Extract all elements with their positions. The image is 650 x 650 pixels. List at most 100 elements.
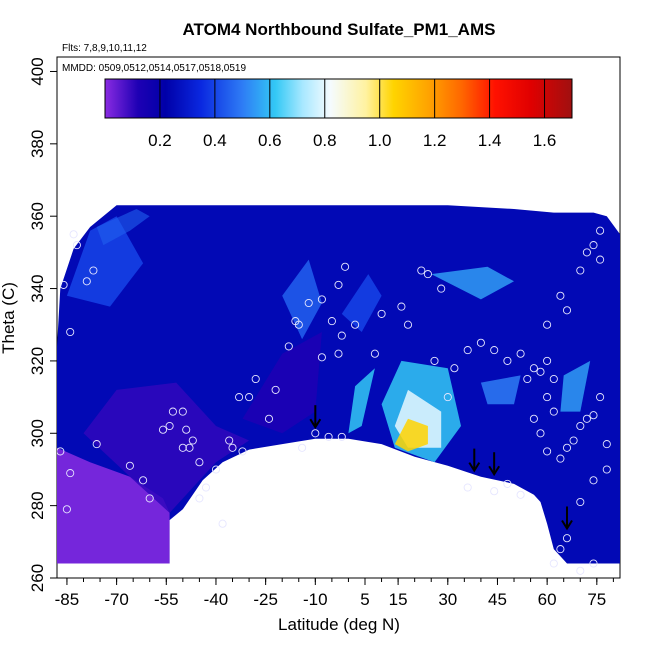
data-point xyxy=(556,454,565,463)
data-point xyxy=(264,414,274,423)
data-point xyxy=(334,280,343,289)
data-point xyxy=(195,494,204,503)
field-region xyxy=(431,266,514,300)
data-point xyxy=(476,338,485,347)
data-point xyxy=(337,331,346,340)
data-point xyxy=(69,230,78,239)
data-point xyxy=(536,429,545,438)
colorbar-tick-label: 1.2 xyxy=(423,131,447,150)
field-region xyxy=(394,418,428,452)
data-point xyxy=(543,447,552,456)
colorbar-bar xyxy=(104,78,573,119)
data-point xyxy=(490,346,499,355)
x-tick-label: -10 xyxy=(303,590,328,609)
x-tick-label: 5 xyxy=(360,590,369,609)
data-point xyxy=(589,559,598,568)
field-region xyxy=(560,360,591,412)
y-axis-label: Theta (C) xyxy=(0,282,18,354)
data-point xyxy=(516,349,525,358)
data-point xyxy=(57,447,65,456)
data-point xyxy=(582,248,591,257)
y-tick-label: 400 xyxy=(28,57,47,85)
data-point xyxy=(562,443,572,452)
data-point xyxy=(596,393,605,402)
data-point xyxy=(235,393,244,402)
field-region xyxy=(66,216,144,307)
data-point xyxy=(165,421,174,431)
data-point xyxy=(529,414,538,423)
data-point xyxy=(92,440,101,449)
data-point xyxy=(125,461,134,470)
field-texture-patch xyxy=(96,209,150,246)
data-point xyxy=(569,436,578,445)
chart-title: ATOM4 Northbound Sulfate_PM1_AMS xyxy=(183,20,496,39)
data-point xyxy=(589,476,598,485)
colorbar: 0.2 0.4 0.6 0.8 1.0 1.2 1.4 1.6 xyxy=(104,78,573,150)
data-point xyxy=(549,407,558,416)
x-tick-label: 45 xyxy=(488,590,507,609)
field-region xyxy=(57,447,170,564)
field-region xyxy=(282,259,322,340)
x-tick-label: -40 xyxy=(204,590,229,609)
arrow-head xyxy=(488,465,501,477)
data-point xyxy=(284,342,293,351)
colorbar-tick-label: 1.0 xyxy=(368,131,392,150)
data-point xyxy=(503,356,512,365)
data-point xyxy=(543,356,552,365)
data-point xyxy=(245,393,254,402)
data-point xyxy=(516,490,525,499)
data-point xyxy=(317,353,326,362)
y-tick-label: 340 xyxy=(28,274,47,302)
data-point xyxy=(596,255,605,264)
field-region xyxy=(341,274,382,332)
x-axis-label: Latitude (deg N) xyxy=(278,615,400,634)
data-point xyxy=(443,393,452,402)
data-point xyxy=(228,443,237,452)
data-point xyxy=(543,393,552,402)
y-tick-label: 320 xyxy=(28,347,47,375)
data-point xyxy=(298,443,307,452)
x-tick-label: 60 xyxy=(538,590,557,609)
data-point xyxy=(536,367,545,376)
data-point xyxy=(589,241,598,250)
measurement-points xyxy=(57,226,611,575)
field-region xyxy=(83,382,250,513)
y-tick-label: 360 xyxy=(28,202,47,230)
data-point xyxy=(66,327,75,337)
data-point xyxy=(178,407,187,416)
data-point xyxy=(195,458,204,467)
x-tick-label: 75 xyxy=(587,590,606,609)
marker-arrows xyxy=(309,405,573,531)
data-point xyxy=(430,356,439,365)
data-point xyxy=(82,277,91,286)
data-point xyxy=(62,505,71,514)
colorbar-tick-label: 0.8 xyxy=(313,131,337,150)
y-tick-label: 380 xyxy=(28,130,47,158)
arrow-head xyxy=(309,418,322,430)
data-point xyxy=(423,270,432,279)
data-point xyxy=(556,291,565,300)
data-point xyxy=(377,309,386,318)
data-point xyxy=(596,226,605,235)
data-point xyxy=(463,346,472,355)
x-tick-label: -25 xyxy=(253,590,278,609)
data-point xyxy=(602,465,611,474)
data-point xyxy=(225,436,234,445)
field-stripe-texture xyxy=(96,209,150,246)
data-point xyxy=(334,349,343,358)
colorbar-tick-label: 0.6 xyxy=(258,131,282,150)
data-point xyxy=(271,385,280,394)
data-point xyxy=(185,443,194,452)
data-point xyxy=(529,364,538,373)
data-point xyxy=(576,421,585,431)
data-point xyxy=(304,298,313,308)
data-point xyxy=(66,469,75,478)
data-point xyxy=(351,320,360,329)
data-point xyxy=(168,407,177,416)
x-tick-label: -70 xyxy=(104,590,129,609)
data-point xyxy=(327,317,336,326)
data-point xyxy=(158,425,168,434)
y-axis: 260 280 300 320 340 360 380 400 xyxy=(28,57,57,592)
data-point xyxy=(251,374,260,384)
